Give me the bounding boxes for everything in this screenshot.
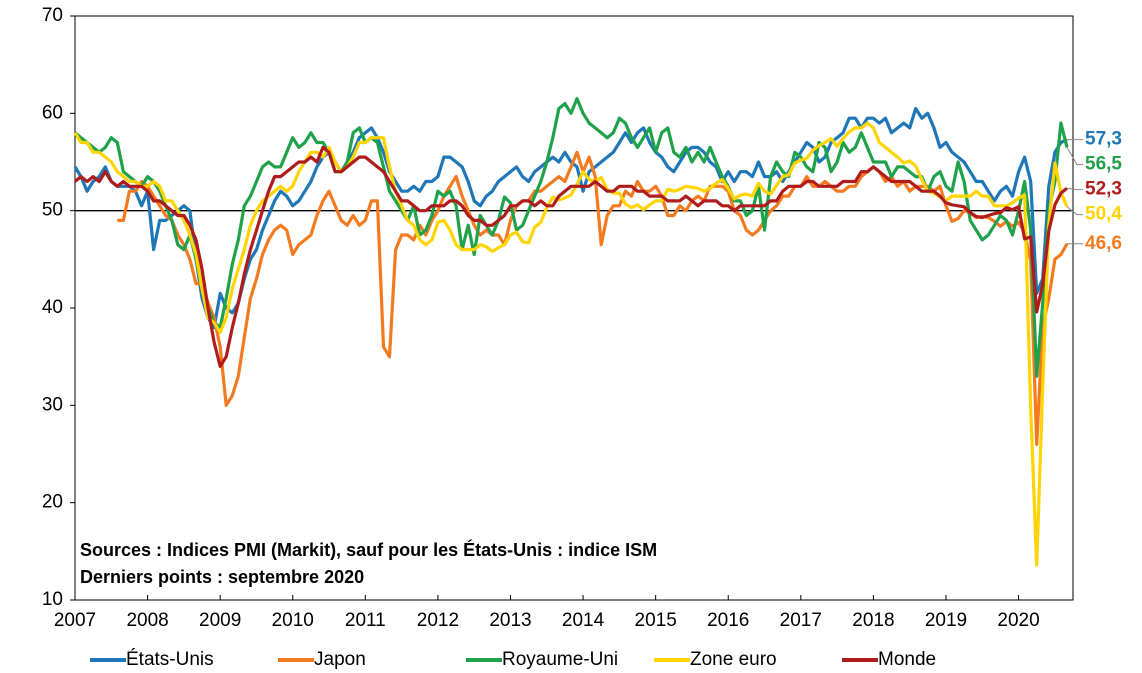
- x-tick-label: 2015: [635, 610, 677, 631]
- y-tick-label: 20: [42, 492, 63, 513]
- annotation: Sources : Indices PMI (Markit), sauf pou…: [80, 539, 657, 560]
- y-tick-label: 30: [42, 394, 63, 415]
- x-tick-label: 2018: [852, 610, 894, 631]
- leader-line: [1066, 206, 1083, 216]
- legend-label: États-Unis: [126, 649, 214, 670]
- plot: 10 20 30 40 50 60 70 2007 2008 2009 2010 2011 2012 20…: [42, 5, 1123, 670]
- end-label: 57,3: [1085, 129, 1122, 150]
- x-tick-label: 2016: [707, 610, 749, 631]
- end-label: 52,3: [1085, 179, 1122, 200]
- y-tick-label: 50: [42, 200, 63, 221]
- y-tick-label: 10: [42, 589, 63, 610]
- x-tick-label: 2007: [54, 610, 96, 631]
- end-label: 46,6: [1085, 233, 1122, 254]
- x-tick-label: 2013: [489, 610, 531, 631]
- series-line: [73, 145, 1068, 368]
- legend-label: Royaume-Uni: [502, 649, 618, 670]
- legend-label: Japon: [314, 649, 366, 670]
- annotation: Derniers points : septembre 2020: [80, 567, 364, 587]
- series-line: [73, 121, 1069, 567]
- legend-label: Zone euro: [690, 649, 777, 670]
- x-tick-label: 2020: [997, 610, 1039, 631]
- x-tick-label: 2012: [417, 610, 459, 631]
- leader-line: [1066, 187, 1083, 191]
- legend-label: Monde: [878, 649, 936, 670]
- series-line: [117, 150, 1069, 446]
- x-tick-label: 2011: [345, 610, 386, 631]
- leader-line: [1066, 147, 1083, 166]
- y-tick-label: 40: [42, 297, 63, 318]
- series-line: [73, 106, 1068, 330]
- series-line: [73, 97, 1069, 378]
- end-label: 56,5: [1085, 154, 1122, 175]
- y-tick-label: 70: [42, 5, 63, 26]
- x-tick-label: 2009: [199, 610, 241, 631]
- x-tick-label: 2010: [272, 610, 314, 631]
- x-tick-label: 2019: [925, 610, 967, 631]
- end-label: 50,4: [1085, 204, 1122, 225]
- x-tick-label: 2014: [562, 610, 605, 631]
- y-tick-label: 60: [42, 102, 63, 123]
- x-tick-label: 2017: [780, 610, 822, 631]
- x-tick-label: 2008: [126, 610, 168, 631]
